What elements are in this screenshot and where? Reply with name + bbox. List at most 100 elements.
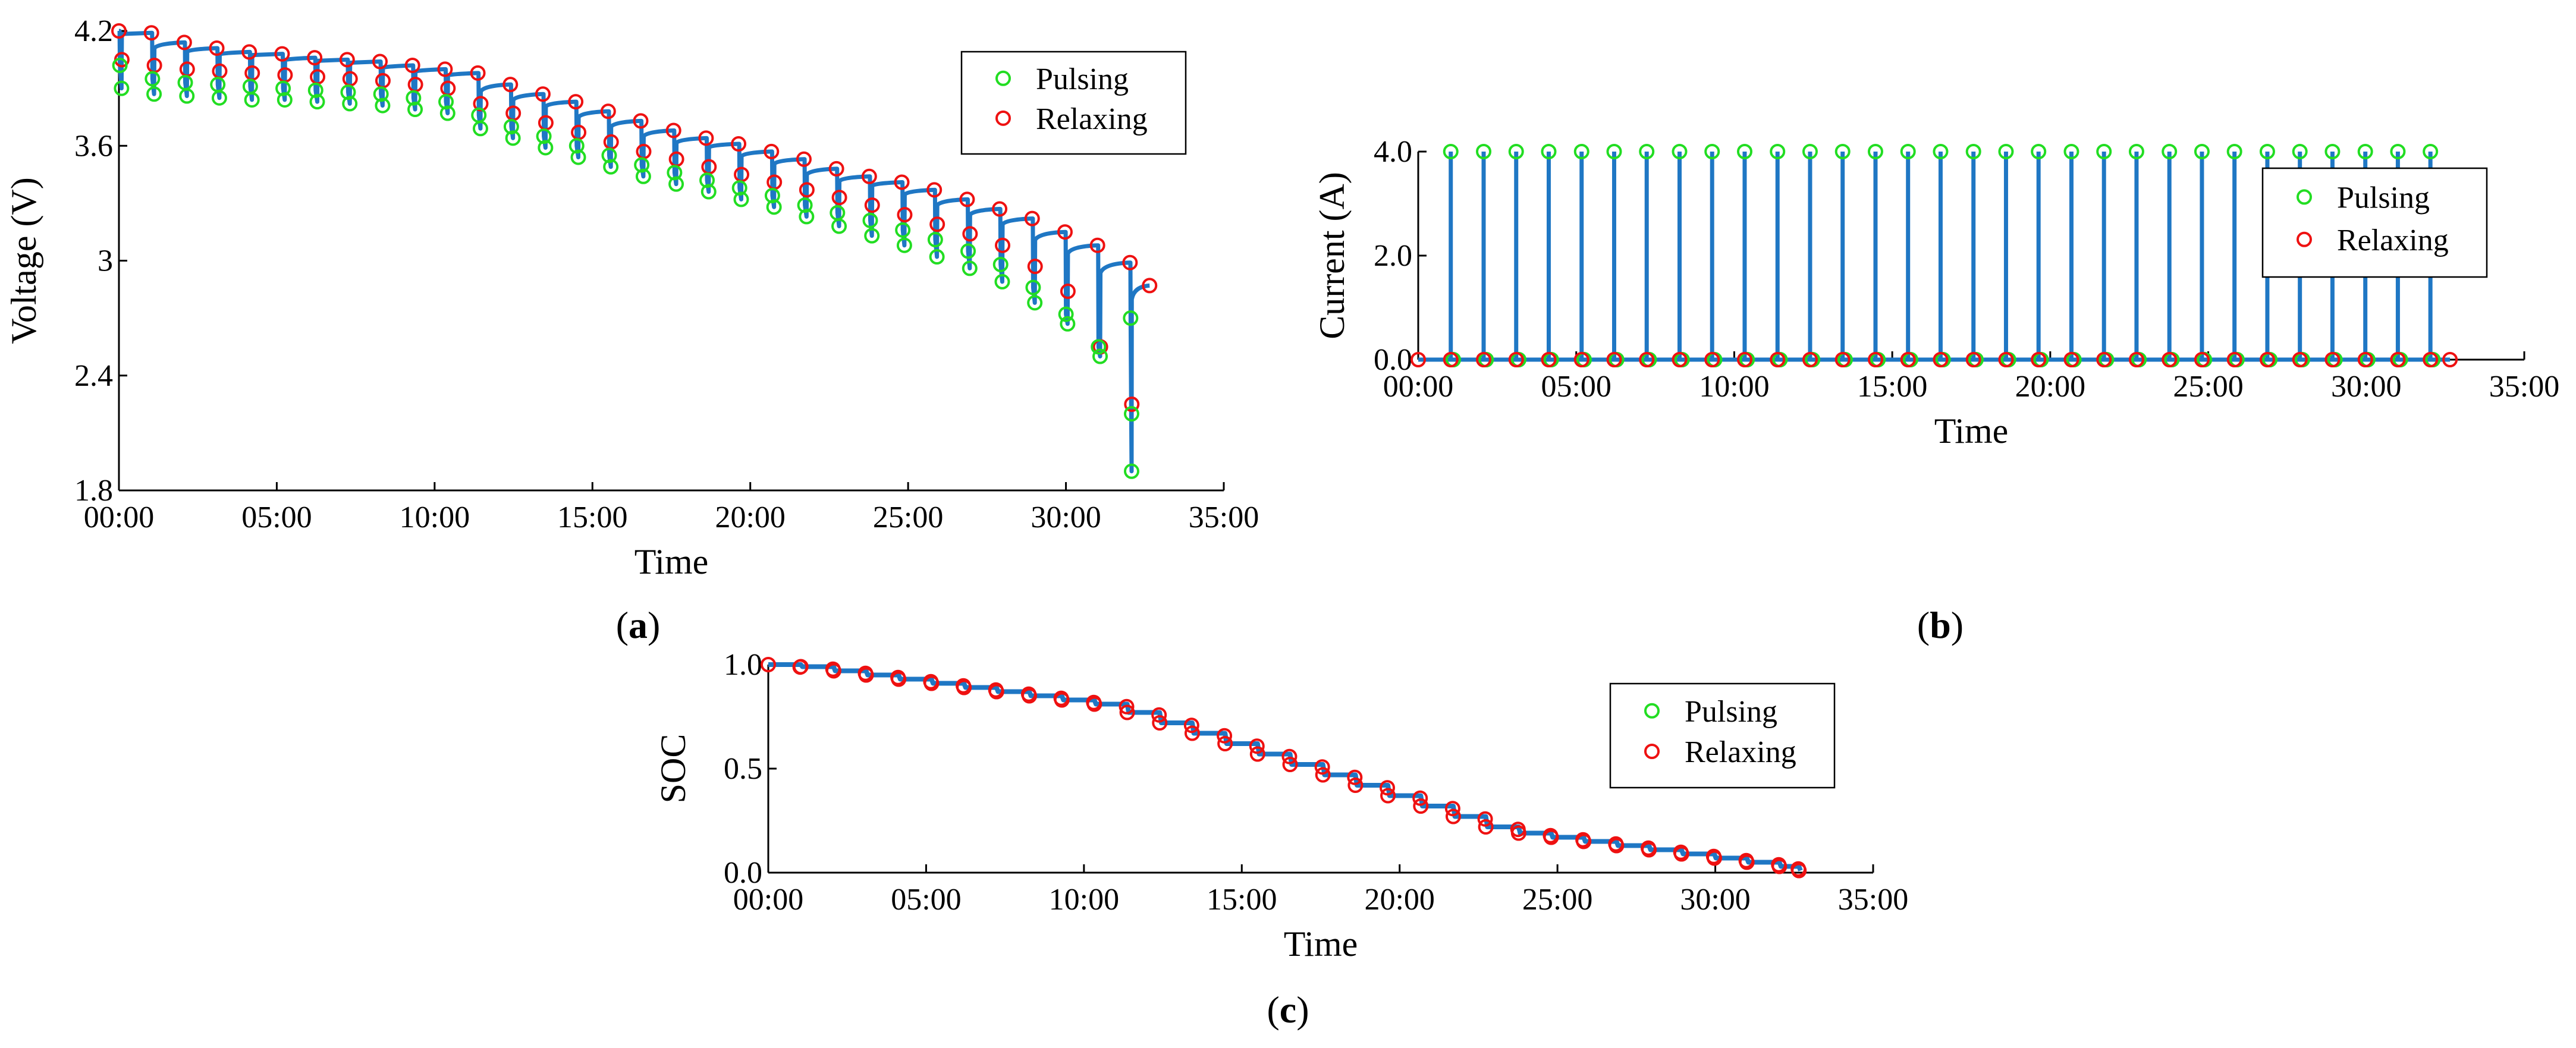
x-tick-label: 30:00 [2331,370,2401,404]
pulsing-point [635,168,651,184]
relaxing-point [858,667,874,683]
pulsing-point [114,80,130,96]
relaxing-point [959,191,975,207]
relaxing-point [473,96,489,112]
relaxing-point [929,216,945,232]
pulsing-point [179,88,195,104]
relaxing-point [1119,698,1135,715]
pulsing-point [1508,144,1524,159]
legend-box [1609,682,1836,789]
x-tick-label: 20:00 [1364,883,1434,917]
relaxing-point [1413,798,1429,814]
relaxing-point [1736,352,1752,367]
x-axis-label: Time [1284,924,1358,964]
pulsing-point [112,57,128,73]
relaxing-point [1900,352,1916,367]
x-axis-label: Time [1934,411,2009,451]
pulsing-point [733,191,749,207]
relaxing-point [923,675,940,691]
pulsing-point [1025,279,1041,295]
relaxing-point [2162,352,2178,367]
relaxing-point [1478,819,1494,835]
pulsing-point [505,130,521,146]
relaxing-point [1217,728,1233,744]
pulsing-point [570,149,586,165]
relaxing-point [1543,829,1559,845]
pulsing-point [667,165,683,181]
relaxing-point [1672,352,1688,367]
pulsing-point [896,237,912,253]
relaxing-point [828,160,844,177]
x-tick-label: 30:00 [1680,883,1750,917]
relaxing-point [176,34,192,51]
relaxing-point [1249,746,1265,762]
panel-label-b: (b) [1917,604,1964,646]
relaxing-point [568,94,584,110]
legend-label-relaxing: Relaxing [1036,102,1148,136]
relaxing-point [1576,833,1592,849]
x-tick-label: 35:00 [1189,501,1259,534]
pulsing-point [960,243,976,259]
pulsing-point [862,212,878,228]
y-tick-label: 2.0 [1374,239,1412,273]
pulsing-point [962,260,978,276]
relaxing-point [1151,707,1167,723]
relaxing-point [1410,352,1426,367]
relaxing-point [404,57,420,73]
relaxing-point [1641,842,1657,858]
pulsing-point [1704,144,1720,159]
pulsing-point [1027,295,1043,311]
pulsing-point [603,159,619,175]
relaxing-point [1606,352,1622,367]
pulsing-point [309,94,325,110]
relaxing-point [2259,352,2275,367]
pulsing-point [2194,144,2210,159]
pulsing-point [1091,339,1107,355]
pulsing-point [2259,144,2275,159]
y-axis-label: Voltage (V) [4,177,43,344]
relaxing-point [1739,854,1755,870]
relaxing-point [1770,352,1786,367]
legend-marker-pulsing [1644,703,1660,719]
pulsing-point [144,71,161,87]
relaxing-point [1122,254,1138,270]
pulsing-point [1900,144,1916,159]
relaxing-point [1639,352,1655,367]
pulsing-point [568,138,585,154]
pulsing-point [2423,144,2439,159]
relaxing-point [274,46,290,62]
pulsing-point [340,84,356,100]
relaxing-point [1933,352,1949,367]
panel-label-a: (a) [616,604,661,646]
pulsing-point [864,228,880,244]
pulsing-point [1834,144,1851,159]
x-tick-label: 25:00 [2173,370,2243,404]
relaxing-point [1867,352,1883,367]
pulsing-point [2226,144,2242,159]
y-axis-label: SOC [654,734,693,804]
pulsing-point [1606,144,1622,159]
legend-marker-relaxing [1644,744,1660,759]
legend-box [2261,167,2488,278]
pulsing-point [375,97,391,114]
relaxing-point [2357,352,2373,367]
relaxing-point [1508,352,1524,367]
soc-chart: 00:00 05:00 10:00 15:00 20:00 25:00 30:00 35:00… [654,648,1908,964]
pulsing-point [1998,144,2014,159]
relaxing-point [926,182,943,198]
y-tick-label: 3 [98,244,113,278]
relaxing-point [1673,846,1689,862]
relaxing-point [1445,808,1461,824]
y-tick-label: 4.2 [74,14,113,48]
relaxing-point [1510,825,1526,841]
pulsing-point [472,121,488,137]
pulsing-point [2324,144,2341,159]
x-tick-label: 25:00 [873,501,943,534]
relaxing-point [1142,278,1158,294]
relaxing-point [698,130,714,146]
relaxing-point [861,168,877,184]
relaxing-point [2442,352,2458,367]
y-tick-label: 1.0 [724,648,762,682]
pulsing-point [1123,310,1139,326]
soc-series-line [768,662,1803,871]
